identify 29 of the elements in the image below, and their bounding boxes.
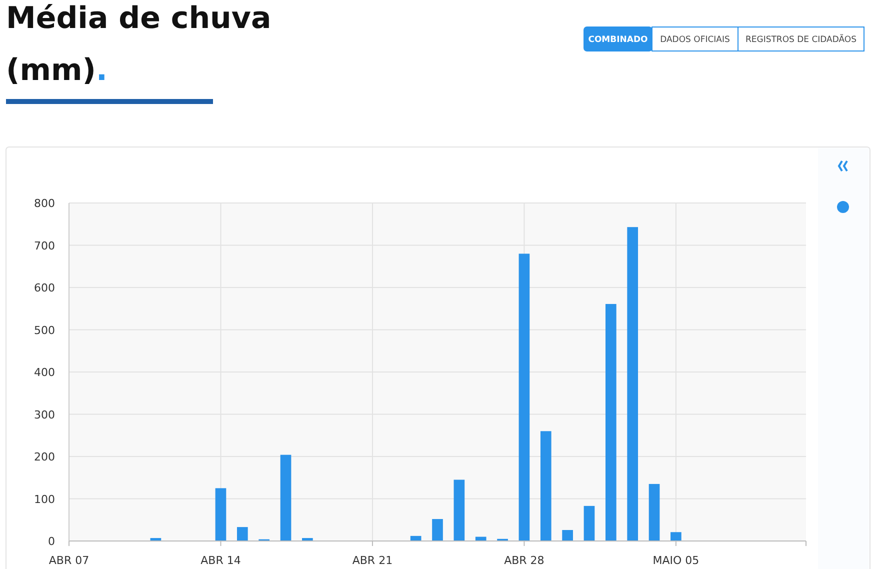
bar: [432, 519, 443, 541]
y-tick-label: 500: [34, 324, 55, 337]
chart-title: Média de chuva (mm).: [6, 1, 272, 88]
y-tick-label: 400: [34, 366, 55, 379]
bar: [518, 254, 530, 541]
y-tick-label: 700: [34, 239, 55, 252]
x-tick-label: ABR 14: [200, 554, 241, 567]
y-tick-label: 300: [34, 408, 55, 422]
bar: [454, 480, 465, 541]
y-tick-label: 100: [34, 492, 55, 506]
bar: [670, 532, 682, 541]
bar: [605, 304, 616, 541]
x-tick-label: ABR 21: [352, 554, 393, 567]
view-toggle: COMBINADO DADOS OFICIAIS REGISTROS DE CIDADÃOS: [584, 26, 864, 52]
y-tick-label: 200: [34, 450, 55, 464]
x-tick-label: ABR 28: [504, 554, 544, 567]
bar: [236, 527, 248, 541]
y-tick-label: 600: [34, 282, 55, 294]
x-tick-label: MAIO 05: [652, 554, 700, 567]
x-tick-label: ABR 07: [48, 554, 90, 567]
y-tick-label: 0: [48, 535, 55, 548]
bar: [215, 488, 226, 541]
bar: [280, 454, 292, 541]
bar: [562, 530, 573, 541]
y-tick-label: 800: [34, 197, 55, 210]
bar: [540, 431, 552, 541]
bar: [584, 506, 595, 541]
bar: [627, 227, 638, 541]
bar: [648, 484, 660, 541]
